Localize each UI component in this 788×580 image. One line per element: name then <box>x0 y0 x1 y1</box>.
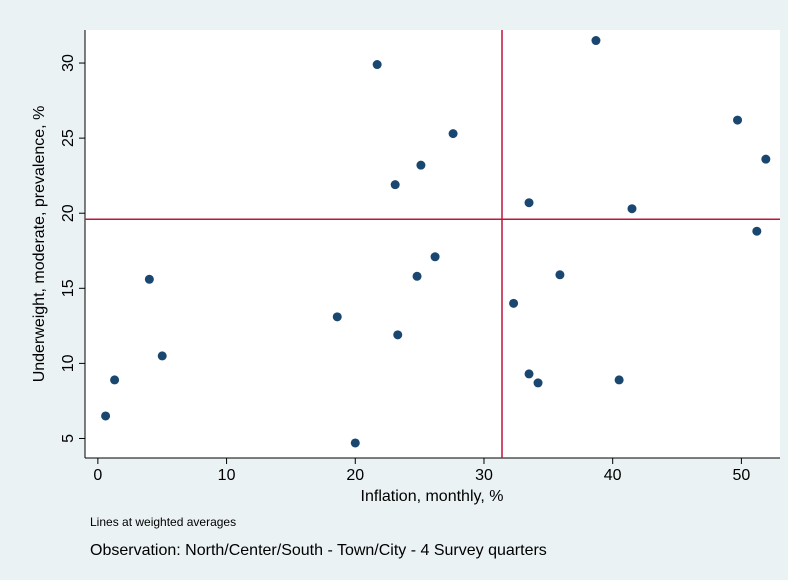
x-tick-label: 0 <box>93 467 102 484</box>
point <box>591 36 601 46</box>
point <box>110 375 120 385</box>
point <box>509 298 519 308</box>
plot-area <box>85 30 780 458</box>
note: Observation: North/Center/South - Town/C… <box>90 542 547 559</box>
point <box>412 271 422 281</box>
point <box>524 198 534 208</box>
point <box>372 60 382 70</box>
y-tick-label: 30 <box>60 54 77 72</box>
point <box>430 252 440 262</box>
y-tick-label: 15 <box>60 279 77 297</box>
point <box>390 180 400 190</box>
point <box>157 351 167 361</box>
point <box>614 375 624 385</box>
x-tick-label: 50 <box>732 467 750 484</box>
point <box>524 369 534 379</box>
x-tick-label: 10 <box>218 467 236 484</box>
point <box>448 129 458 139</box>
point <box>416 160 426 170</box>
x-axis-label: Inflation, monthly, % <box>361 488 504 505</box>
y-axis-label: Underweight, moderate, prevalence, % <box>31 106 48 383</box>
y-tick-label: 25 <box>60 129 77 147</box>
point <box>761 154 771 164</box>
y-tick-label: 20 <box>60 204 77 222</box>
x-tick-label: 30 <box>475 467 493 484</box>
x-tick-label: 20 <box>346 467 364 484</box>
y-tick-label: 10 <box>60 354 77 372</box>
point <box>332 312 342 322</box>
point <box>555 270 565 280</box>
note: Lines at weighted averages <box>90 515 236 529</box>
point <box>350 438 360 448</box>
point <box>144 274 154 284</box>
point <box>393 330 403 340</box>
point <box>627 204 637 214</box>
point <box>533 378 543 388</box>
y-tick-label: 5 <box>60 434 77 443</box>
point <box>733 115 743 125</box>
point <box>752 226 762 236</box>
point <box>101 411 111 421</box>
x-tick-label: 40 <box>604 467 622 484</box>
